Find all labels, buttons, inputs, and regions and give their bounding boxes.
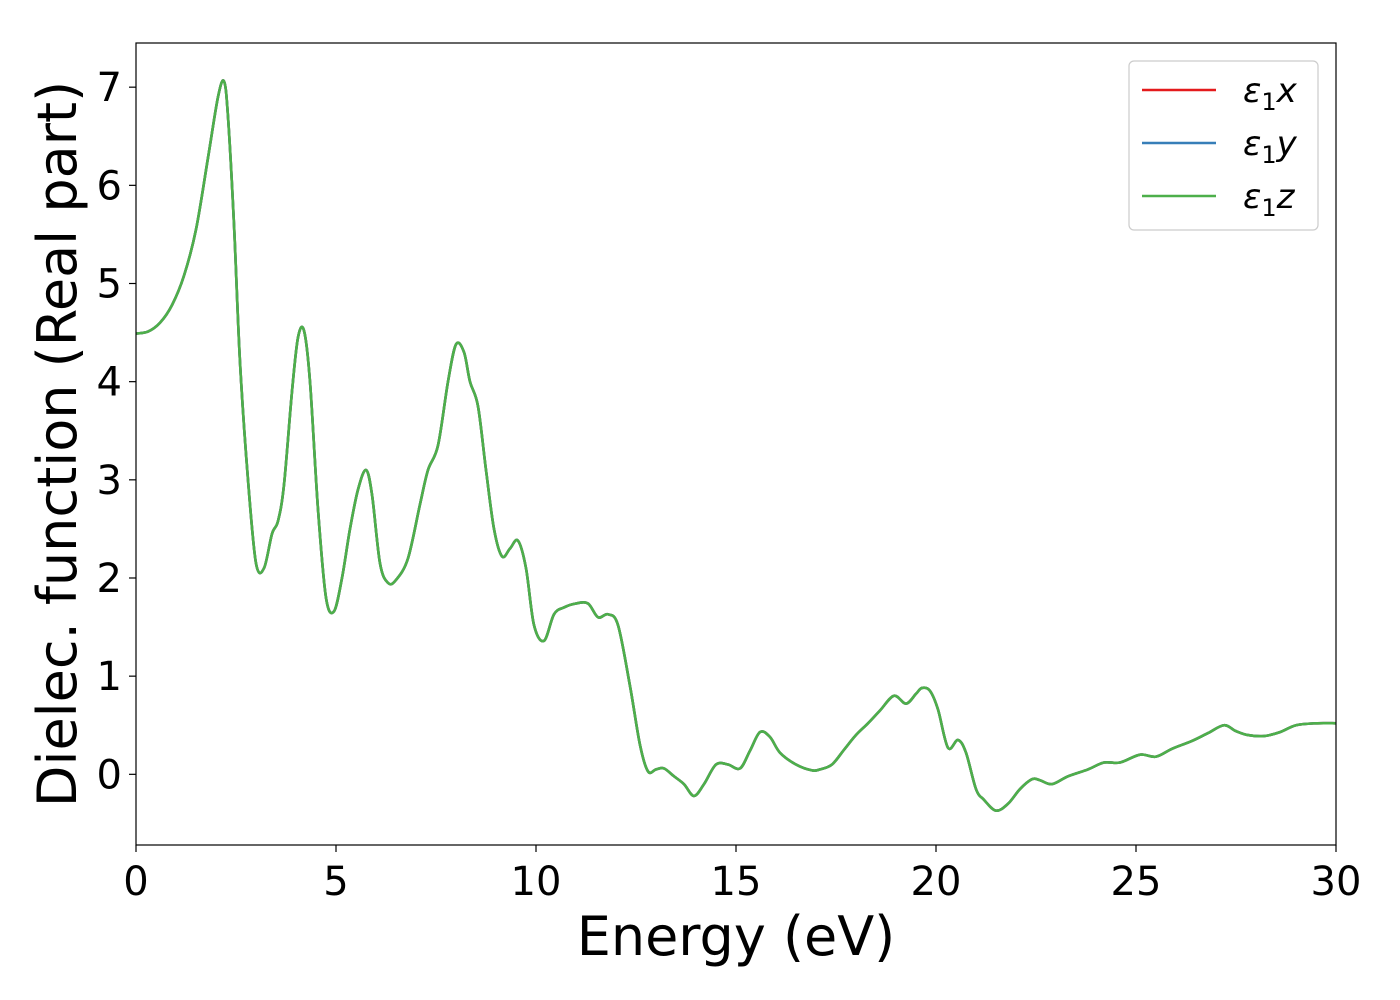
x-tick-label: 0 <box>123 859 148 905</box>
legend-label-z: ε1z <box>1243 177 1296 222</box>
y-axis-title: Dielec. function (Real part) <box>26 81 89 807</box>
x-tick-label: 30 <box>1311 859 1362 905</box>
x-axis-ticks: 0 5 10 15 20 25 30 <box>123 845 1361 905</box>
legend-label-y: ε1y <box>1243 124 1298 169</box>
y-tick-label: 3 <box>97 458 122 504</box>
y-tick-label: 5 <box>97 262 122 308</box>
legend-label-x: ε1x <box>1243 71 1298 116</box>
series-layer <box>135 79 1337 812</box>
x-axis-title: Energy (eV) <box>577 905 896 968</box>
x-tick-label: 5 <box>323 859 348 905</box>
x-tick-label: 15 <box>711 859 762 905</box>
y-tick-label: 6 <box>97 163 122 209</box>
y-tick-label: 7 <box>97 65 122 111</box>
y-axis-ticks: 0 1 2 3 4 5 6 7 <box>97 65 136 798</box>
y-tick-label: 1 <box>97 654 122 700</box>
legend: ε1x ε1y ε1z <box>1128 60 1319 231</box>
y-tick-label: 0 <box>97 752 122 798</box>
y-tick-label: 2 <box>97 556 122 602</box>
x-tick-label: 25 <box>1111 859 1162 905</box>
series-line-z <box>135 79 1337 812</box>
y-tick-label: 4 <box>97 360 122 406</box>
x-tick-label: 10 <box>511 859 562 905</box>
x-tick-label: 20 <box>911 859 962 905</box>
legend-box <box>1128 60 1319 231</box>
